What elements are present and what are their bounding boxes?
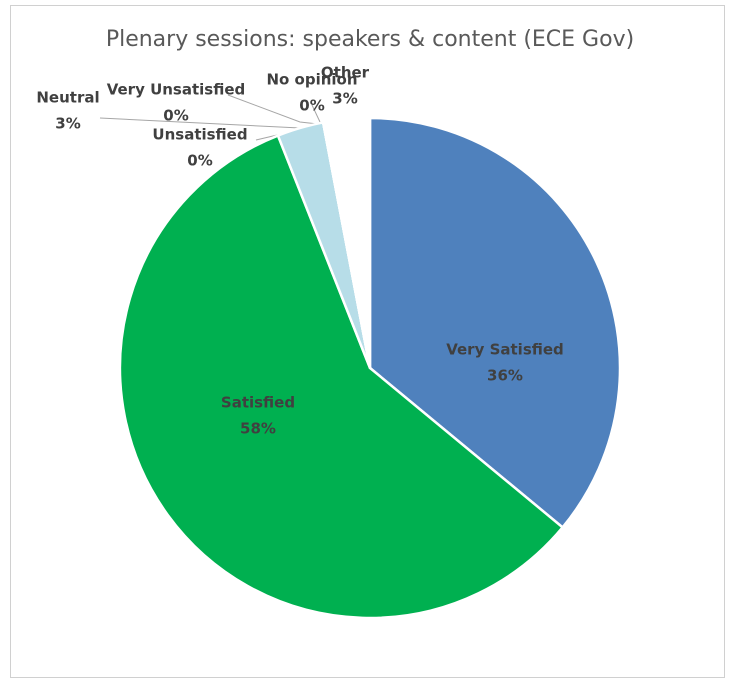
slice-category: Neutral bbox=[36, 89, 99, 107]
slice-category: Satisfied bbox=[221, 394, 295, 412]
slice-value: 0% bbox=[299, 97, 324, 115]
slices bbox=[118, 116, 622, 620]
slice-value: 0% bbox=[163, 107, 188, 125]
slice-category: Other bbox=[321, 64, 370, 82]
slice-category: Very Unsatisfied bbox=[107, 81, 246, 99]
slice-value: 0% bbox=[187, 152, 212, 170]
pie-slice bbox=[118, 133, 565, 620]
slice-value: 36% bbox=[487, 367, 523, 385]
slice-value: 3% bbox=[332, 90, 357, 108]
pie-slice bbox=[368, 116, 622, 530]
chart-title: Plenary sessions: speakers & content (EC… bbox=[106, 27, 634, 52]
leader-line bbox=[227, 94, 319, 125]
leader-line bbox=[311, 104, 321, 123]
slice-value: 58% bbox=[240, 420, 276, 438]
slice-category: Very Satisfied bbox=[446, 341, 564, 359]
slice-category: No opinion bbox=[266, 71, 357, 89]
leader-line bbox=[99, 117, 301, 129]
pie-slice bbox=[321, 116, 372, 369]
slice-value: 3% bbox=[55, 115, 80, 133]
labels: Very Satisfied 36% Satisfied 58% Neutral 3% Un… bbox=[36, 64, 563, 438]
slice-category: Unsatisfied bbox=[152, 126, 247, 144]
